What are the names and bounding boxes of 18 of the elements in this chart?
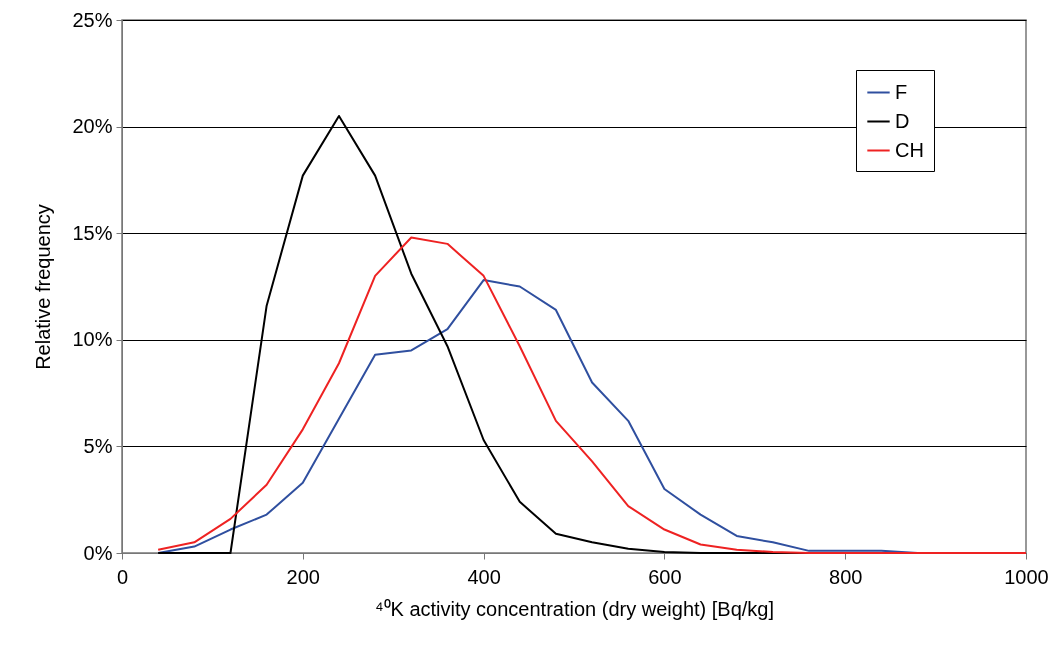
y-axis-title: Relative frequency xyxy=(32,204,55,370)
y-tick-label: 5% xyxy=(83,434,113,457)
y-tick-label: 0% xyxy=(83,541,113,564)
x-tick-label: 400 xyxy=(467,565,501,588)
legend-label: CH xyxy=(895,138,924,161)
x-tick-label: 600 xyxy=(648,565,682,588)
y-tick-label: 10% xyxy=(72,328,113,351)
y-tick-label: 20% xyxy=(72,115,113,138)
x-tick-label: 1000 xyxy=(1004,565,1049,588)
y-tick-label: 25% xyxy=(72,8,113,31)
legend-label: D xyxy=(895,109,910,132)
line-series xyxy=(157,236,1027,554)
x-tick-label: 0 xyxy=(116,565,129,588)
x-tick-label: 800 xyxy=(829,565,863,588)
legend-label: F xyxy=(895,80,908,103)
x-tick-label: 200 xyxy=(286,565,320,588)
y-tick-label: 15% xyxy=(72,221,113,244)
x-axis-title: ⁴⁰K activity concentration (dry weight) [Bq/kg] xyxy=(374,597,775,620)
